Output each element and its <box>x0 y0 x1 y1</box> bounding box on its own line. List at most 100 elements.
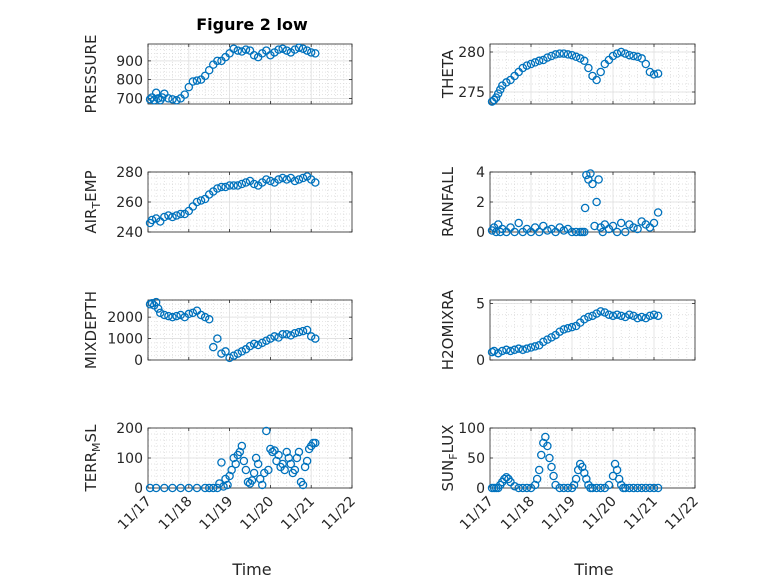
data-point <box>229 351 238 360</box>
y-axis-label: MIXDEPTH <box>82 291 100 369</box>
data-point <box>168 312 177 322</box>
data-point <box>290 176 300 186</box>
subplot-5: 0 1000 2000 MIXDEPTH <box>82 291 353 369</box>
data-point <box>625 50 634 60</box>
data-point <box>172 311 181 321</box>
data-point <box>227 465 236 475</box>
y-tick-label: 275 <box>458 85 485 101</box>
data-point <box>625 310 634 319</box>
data-point <box>612 227 622 237</box>
data-point <box>514 344 523 353</box>
data-point <box>274 175 283 184</box>
data-point <box>649 70 659 79</box>
data-point <box>266 176 275 186</box>
x-tick-label: 11/20 <box>580 494 620 534</box>
data-point <box>604 480 614 490</box>
data-point <box>231 459 240 469</box>
data-point <box>298 44 308 53</box>
data-point <box>580 203 590 213</box>
data-point <box>249 339 259 349</box>
data-point <box>302 456 312 466</box>
data-point <box>219 482 228 491</box>
data-point <box>621 483 630 493</box>
y-tick-label: 100 <box>116 451 143 467</box>
data-point <box>543 53 552 62</box>
x-tick-label: 11/17 <box>115 494 155 534</box>
data-point <box>571 474 581 484</box>
plot-area <box>490 44 695 104</box>
data-point <box>580 314 589 324</box>
data-point <box>537 450 546 460</box>
y-tick-label: 200 <box>116 421 143 437</box>
data-point <box>221 347 230 356</box>
data-point <box>621 227 630 237</box>
data-point <box>526 59 536 69</box>
data-point <box>493 348 503 358</box>
data-point <box>575 54 585 63</box>
data-point <box>286 459 296 469</box>
data-point <box>596 483 605 493</box>
data-point <box>534 227 544 237</box>
data-point <box>539 337 548 347</box>
data-point <box>188 77 198 86</box>
data-point <box>600 308 610 317</box>
data-point <box>280 465 289 475</box>
y-axis-label: AIRTEMP <box>82 170 103 233</box>
y-tick-label: 0 <box>476 353 485 369</box>
data-point <box>567 50 577 60</box>
data-point <box>571 52 581 62</box>
data-point <box>184 309 194 319</box>
y-tick-label: 0 <box>476 481 485 497</box>
data-point <box>596 307 605 316</box>
y-axis-label: RAINFALL <box>439 166 457 237</box>
data-point <box>491 93 501 102</box>
data-point <box>582 170 591 180</box>
data-point <box>153 304 163 313</box>
data-point <box>145 483 155 493</box>
data-point <box>294 43 304 53</box>
data-point <box>580 56 589 66</box>
data-point <box>237 179 247 189</box>
data-point <box>151 88 161 98</box>
data-point <box>217 349 226 358</box>
data-point <box>592 483 601 493</box>
data-point <box>559 49 569 58</box>
data-point <box>274 45 283 54</box>
data-point <box>522 483 532 493</box>
data-point <box>243 477 253 487</box>
data-point <box>176 209 185 219</box>
data-point <box>149 96 159 105</box>
data-point <box>616 47 626 57</box>
data-point <box>551 50 560 59</box>
data-point <box>530 342 540 351</box>
data-point <box>160 310 169 320</box>
data-point <box>286 331 296 340</box>
data-point <box>237 441 247 451</box>
x-tick-label: 11/19 <box>539 494 579 534</box>
data-point <box>247 476 257 485</box>
data-point <box>653 208 663 217</box>
data-point <box>543 335 552 344</box>
data-point <box>541 432 550 442</box>
data-point <box>192 483 202 493</box>
data-point <box>563 324 573 333</box>
data-point <box>147 298 157 308</box>
data-point <box>164 94 173 103</box>
data-point <box>612 49 622 58</box>
data-point <box>649 218 659 228</box>
data-point <box>559 325 569 334</box>
data-point <box>641 483 651 493</box>
y-axis-label: H2OMIXRA <box>439 289 457 370</box>
data-point <box>176 483 185 493</box>
data-point <box>311 178 320 187</box>
data-point <box>567 322 577 332</box>
axes-box <box>489 299 696 361</box>
data-point <box>592 75 601 85</box>
data-point <box>294 327 304 337</box>
data-point <box>612 465 622 475</box>
data-point <box>637 483 646 493</box>
data-point <box>229 181 238 190</box>
y-tick-label: 0 <box>134 353 143 369</box>
